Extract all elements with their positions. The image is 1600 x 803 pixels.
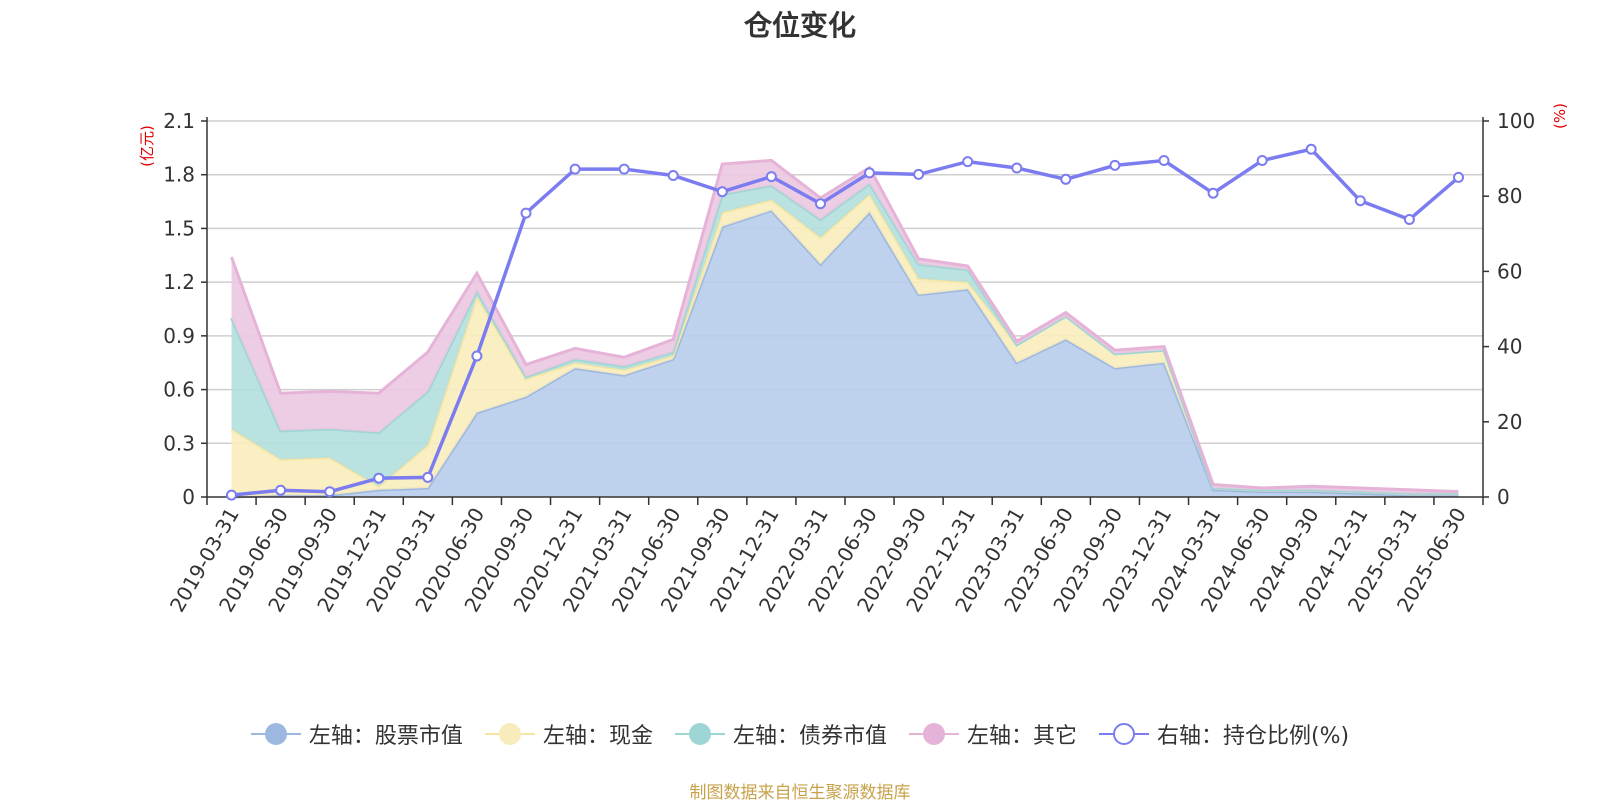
right-axis-unit: (%)	[1551, 103, 1569, 129]
left-axis-tick-label: 2.1	[163, 109, 195, 133]
line-point	[765, 171, 777, 183]
legend-item[interactable]: 左轴：现金	[484, 718, 653, 750]
right-axis-tick-label: 80	[1497, 184, 1522, 208]
line-point	[716, 186, 728, 198]
right-axis-tick-label: 60	[1497, 259, 1522, 283]
right-axis-tick-label: 0	[1497, 485, 1510, 509]
area-edge-左轴：其它	[230, 158, 1459, 494]
line-point	[226, 489, 237, 501]
legend-label: 右轴：持仓比例(%)	[1156, 724, 1350, 749]
right-axis-tick-label: 20	[1497, 410, 1522, 434]
line-point	[667, 170, 679, 181]
left-axis-tick-label: 0.6	[163, 378, 195, 402]
right-axis-tick-label: 40	[1497, 335, 1522, 359]
line-point	[1207, 187, 1219, 199]
left-axis-tick-label: 0.3	[163, 431, 195, 455]
legend-item[interactable]: 左轴：其它	[908, 718, 1077, 750]
left-axis-tick-label: 1.5	[163, 216, 195, 240]
legend: 左轴：股票市值 左轴：现金 左轴：债券市值 左轴：其它 右轴：持仓比例(%)	[0, 718, 1600, 750]
footer-source: 制图数据来自恒生聚源数据库	[689, 783, 911, 803]
filled-circle-icon	[484, 723, 535, 745]
right-axis-tick-label: 100	[1497, 109, 1535, 133]
legend-item[interactable]: 左轴：债券市值	[674, 718, 887, 750]
legend-label: 左轴：现金	[542, 724, 653, 749]
area-series-左轴：债券市值	[231, 183, 1459, 494]
line-point	[962, 156, 974, 168]
line-point	[1011, 162, 1023, 174]
line-point	[569, 163, 581, 175]
legend-label: 左轴：其它	[966, 724, 1077, 749]
area-layer	[230, 158, 1459, 499]
line-point	[275, 484, 287, 496]
filled-circle-icon	[674, 723, 725, 745]
left-axis-tick-label: 0	[182, 485, 195, 509]
line-point	[520, 207, 532, 219]
line-point	[422, 471, 434, 483]
line-point	[913, 168, 925, 180]
line-series-holding-ratio	[231, 147, 1460, 497]
left-axis-tick-label: 1.2	[163, 270, 195, 294]
legend-label: 左轴：股票市值	[308, 724, 463, 749]
area-edge-左轴：债券市值	[230, 181, 1459, 495]
line-point	[1158, 155, 1170, 166]
line-point	[324, 486, 336, 498]
line-point	[864, 167, 875, 179]
area-series-左轴：现金	[231, 194, 1459, 497]
area-series-左轴：股票市值	[231, 210, 1459, 497]
line-point	[618, 163, 630, 175]
line-point	[373, 472, 385, 484]
legend-label: 左轴：债券市值	[732, 724, 887, 749]
hollow-circle-icon	[1098, 723, 1149, 745]
left-axis-tick-label: 0.9	[163, 324, 195, 348]
legend-item[interactable]: 右轴：持仓比例(%)	[1098, 718, 1350, 750]
chart-title: 仓位变化	[743, 9, 856, 42]
filled-circle-icon	[250, 723, 301, 745]
line-point	[471, 350, 483, 362]
left-axis-unit: (亿元)	[138, 125, 156, 167]
line-point	[815, 198, 826, 210]
line-point	[1256, 155, 1268, 166]
line-layer	[226, 143, 1464, 501]
line-point	[1453, 171, 1464, 183]
line-point	[1354, 195, 1366, 207]
line-point	[1060, 173, 1072, 185]
left-axis-tick-label: 1.8	[163, 163, 195, 187]
line-point	[1305, 143, 1317, 155]
filled-circle-icon	[908, 723, 959, 745]
line-point	[1109, 159, 1121, 171]
line-point	[1403, 214, 1415, 225]
legend-item[interactable]: 左轴：股票市值	[250, 718, 463, 750]
